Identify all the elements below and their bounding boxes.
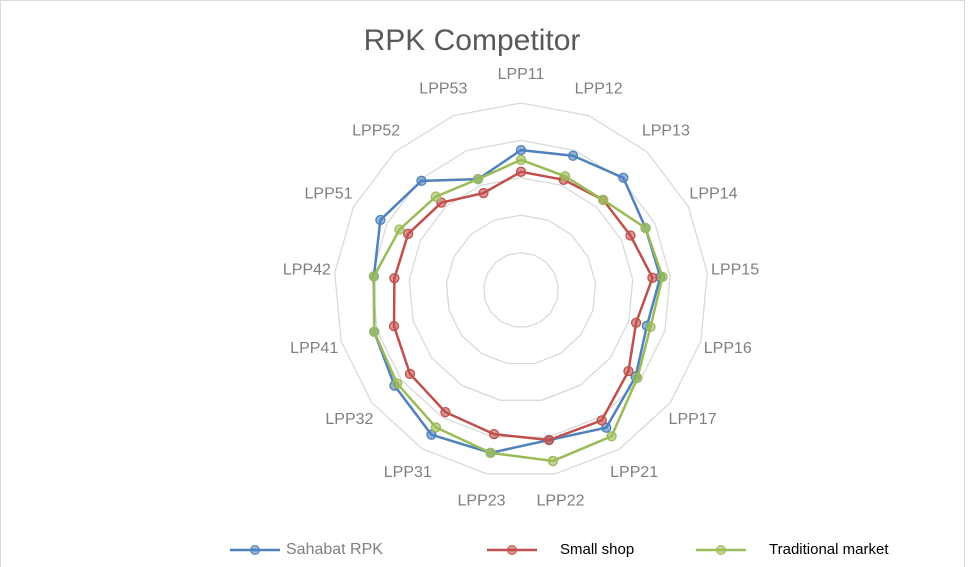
category-label: LPP14 xyxy=(689,185,737,202)
data-point xyxy=(485,447,496,459)
data-point xyxy=(567,150,579,161)
data-point xyxy=(472,173,484,185)
category-label: LPP12 xyxy=(575,81,623,98)
data-point xyxy=(440,406,451,418)
category-label: LPP51 xyxy=(305,185,353,202)
data-point xyxy=(388,320,400,332)
category-label: LPP22 xyxy=(536,493,584,510)
data-point xyxy=(391,378,403,389)
data-point xyxy=(632,372,643,384)
data-point xyxy=(618,172,629,183)
series-line xyxy=(392,170,654,442)
legend-label: Traditional market xyxy=(769,541,889,558)
category-label: LPP11 xyxy=(498,66,545,83)
category-label: LPP31 xyxy=(384,464,432,481)
category-label: LPP15 xyxy=(711,261,759,278)
data-point xyxy=(515,166,527,177)
category-label: LPP42 xyxy=(283,261,331,278)
grid-ring xyxy=(408,177,634,401)
data-point xyxy=(559,171,571,182)
category-label: LPP23 xyxy=(457,493,505,510)
data-point xyxy=(375,214,386,226)
data-point xyxy=(657,271,668,283)
data-point xyxy=(645,321,656,332)
legend-marker xyxy=(250,545,260,555)
data-point xyxy=(389,273,400,284)
data-point xyxy=(430,191,441,202)
data-point xyxy=(606,431,617,442)
category-label: LPP17 xyxy=(669,411,717,428)
category-label: LPP16 xyxy=(704,340,752,357)
category-label: LPP41 xyxy=(290,340,338,357)
data-point xyxy=(601,422,612,433)
chart-title: RPK Competitor xyxy=(364,24,581,57)
data-point xyxy=(416,175,427,186)
data-point xyxy=(430,422,442,433)
category-label: LPP52 xyxy=(352,122,400,139)
legend-marker xyxy=(716,545,726,555)
legend-label: Small shop xyxy=(560,541,634,558)
data-point xyxy=(630,317,642,328)
data-point xyxy=(547,455,559,467)
data-point xyxy=(515,154,527,165)
category-label: LPP32 xyxy=(325,411,373,428)
data-point xyxy=(426,429,437,440)
data-point xyxy=(394,224,405,235)
data-point xyxy=(596,415,607,426)
data-point xyxy=(478,187,489,199)
data-point xyxy=(640,222,651,234)
data-point xyxy=(403,228,414,239)
series-line xyxy=(372,148,662,455)
data-point xyxy=(625,230,636,241)
grid-ring xyxy=(445,214,597,365)
category-label: LPP53 xyxy=(419,81,467,98)
series-line xyxy=(372,158,664,463)
grid-ring xyxy=(483,251,559,328)
legend-marker xyxy=(507,545,517,555)
data-point xyxy=(404,368,416,379)
category-label: LPP13 xyxy=(642,122,690,139)
data-point xyxy=(647,272,658,283)
data-point xyxy=(515,144,527,156)
data-point xyxy=(597,194,609,206)
data-point xyxy=(488,428,500,440)
data-point xyxy=(369,326,380,337)
data-point xyxy=(623,365,634,377)
grid-ring xyxy=(334,102,708,475)
category-label: LPP21 xyxy=(610,464,658,481)
data-point xyxy=(543,434,555,446)
data-point xyxy=(368,271,380,282)
legend-label: Sahabat RPK xyxy=(286,541,383,558)
